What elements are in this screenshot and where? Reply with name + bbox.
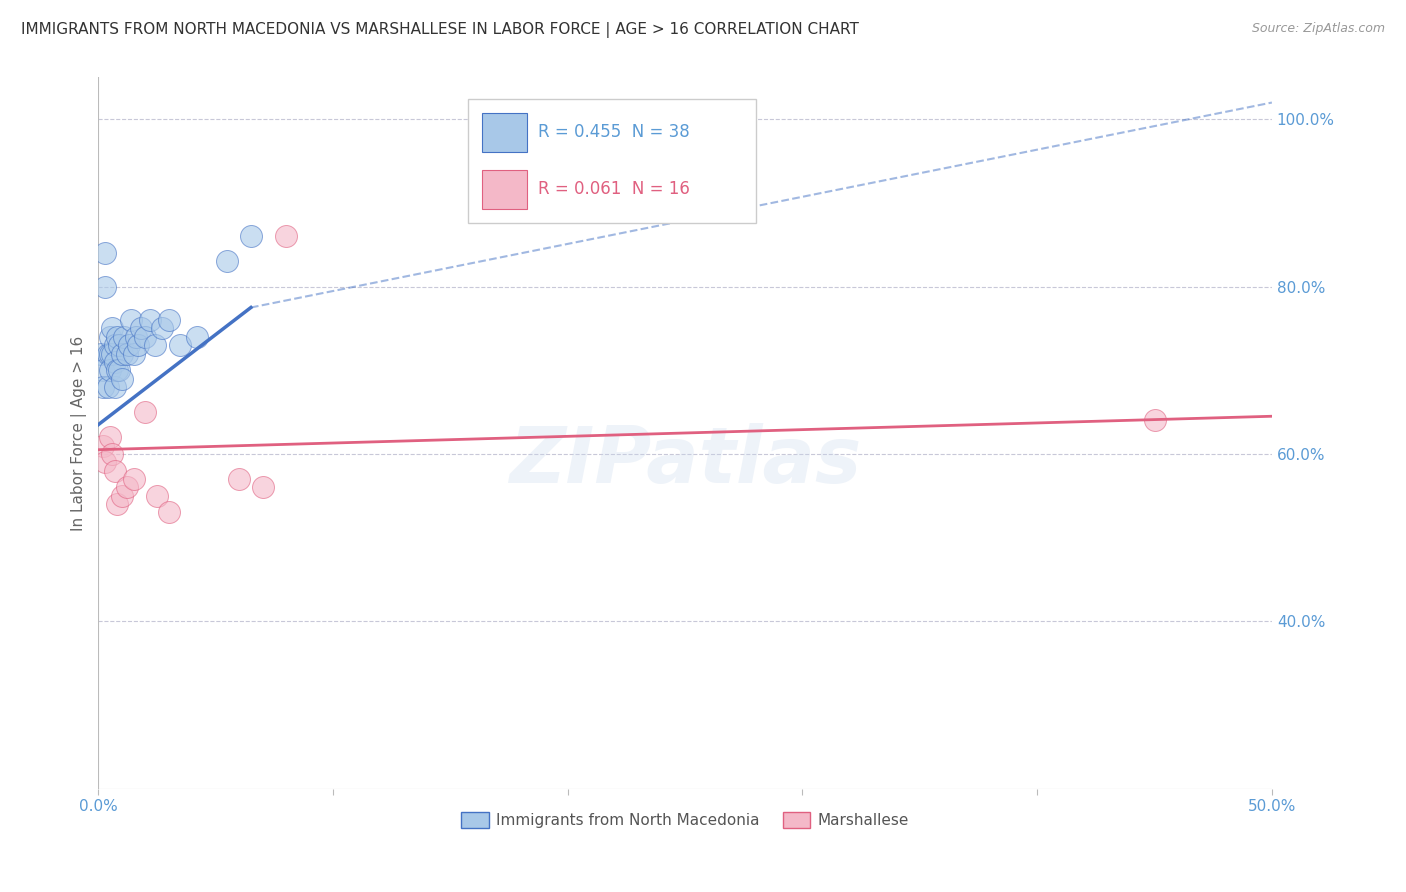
Point <box>94 246 117 260</box>
Point <box>111 346 134 360</box>
Point <box>105 497 128 511</box>
Point <box>91 438 114 452</box>
Point <box>98 430 121 444</box>
Point <box>134 330 156 344</box>
Point <box>129 321 152 335</box>
Point <box>98 346 121 360</box>
Point <box>91 363 114 377</box>
Point <box>104 380 127 394</box>
Point <box>104 464 127 478</box>
Point <box>98 363 121 377</box>
Y-axis label: In Labor Force | Age > 16: In Labor Force | Age > 16 <box>72 335 87 531</box>
Point <box>101 447 124 461</box>
Point <box>122 346 145 360</box>
Point <box>115 480 138 494</box>
Point <box>125 330 148 344</box>
Point <box>134 405 156 419</box>
Point <box>98 330 121 344</box>
Point <box>115 346 138 360</box>
Point <box>97 346 120 360</box>
Text: IMMIGRANTS FROM NORTH MACEDONIA VS MARSHALLESE IN LABOR FORCE | AGE > 16 CORRELA: IMMIGRANTS FROM NORTH MACEDONIA VS MARSH… <box>21 22 859 38</box>
Point <box>91 380 114 394</box>
Text: R = 0.061  N = 16: R = 0.061 N = 16 <box>538 180 690 198</box>
Point <box>217 254 239 268</box>
Point <box>97 380 120 394</box>
Point <box>104 338 127 352</box>
Point <box>122 472 145 486</box>
FancyBboxPatch shape <box>468 99 755 223</box>
Point <box>146 489 169 503</box>
Point <box>104 355 127 369</box>
Point <box>157 313 180 327</box>
Point <box>239 229 262 244</box>
Point <box>143 338 166 352</box>
Point <box>101 346 124 360</box>
Point <box>118 338 141 352</box>
FancyBboxPatch shape <box>482 169 527 209</box>
Point <box>90 346 112 360</box>
Point <box>94 455 117 469</box>
FancyBboxPatch shape <box>482 113 527 153</box>
Point <box>105 363 128 377</box>
Text: R = 0.455  N = 38: R = 0.455 N = 38 <box>538 123 690 141</box>
Point <box>228 472 250 486</box>
Point <box>252 480 274 494</box>
Point <box>108 338 131 352</box>
Point <box>101 321 124 335</box>
Legend: Immigrants from North Macedonia, Marshallese: Immigrants from North Macedonia, Marshal… <box>456 806 915 834</box>
Point <box>274 229 297 244</box>
Point <box>1143 413 1166 427</box>
Point <box>112 330 135 344</box>
Point <box>127 338 149 352</box>
Point <box>105 330 128 344</box>
Point <box>157 506 180 520</box>
Point <box>111 489 134 503</box>
Point <box>111 371 134 385</box>
Point <box>169 338 191 352</box>
Point <box>186 330 208 344</box>
Point <box>120 313 142 327</box>
Point <box>150 321 173 335</box>
Text: Source: ZipAtlas.com: Source: ZipAtlas.com <box>1251 22 1385 36</box>
Point <box>94 279 117 293</box>
Text: ZIPatlas: ZIPatlas <box>509 424 862 500</box>
Point <box>108 363 131 377</box>
Point <box>139 313 162 327</box>
